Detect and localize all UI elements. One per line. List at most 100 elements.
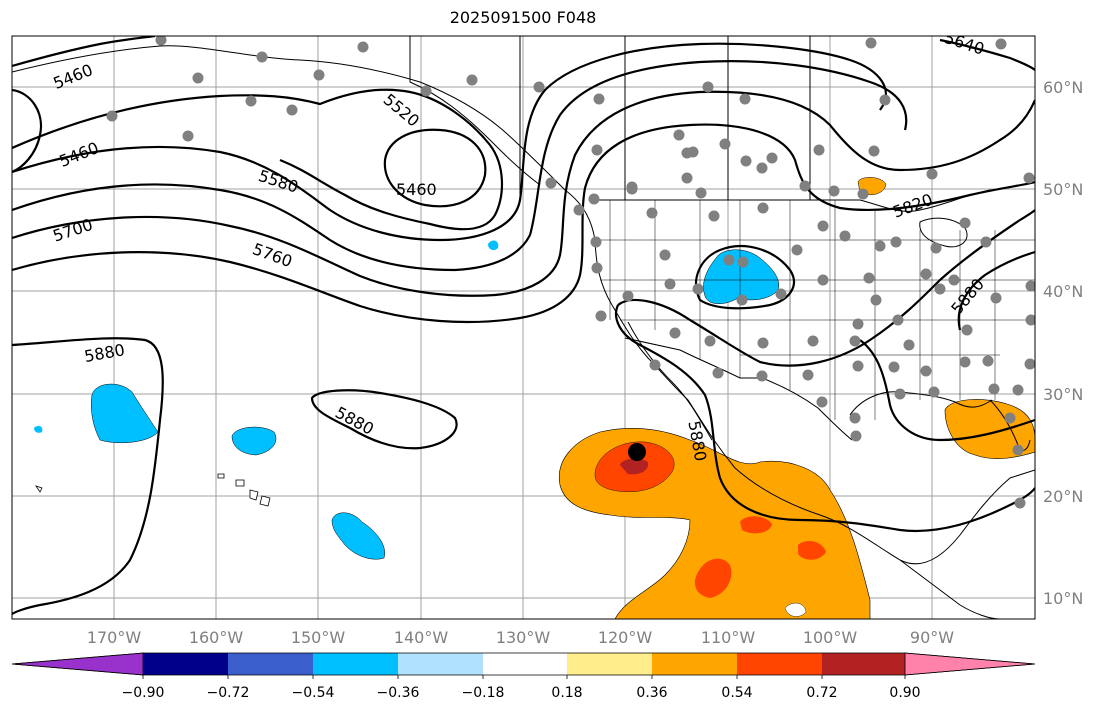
- station-marker: [646, 207, 658, 219]
- station-marker: [595, 310, 607, 322]
- station-marker: [850, 430, 862, 442]
- station-marker: [106, 110, 118, 122]
- north-america-coast: [12, 45, 1035, 565]
- colorbar-tick-label: −0.36: [377, 685, 420, 701]
- lat-label-10n: 10°N: [1043, 589, 1083, 608]
- station-marker: [192, 72, 204, 84]
- station-marker: [802, 369, 814, 381]
- station-marker: [719, 138, 731, 150]
- station-marker: [673, 129, 685, 141]
- station-marker: [791, 244, 803, 256]
- station-marker: [466, 74, 478, 86]
- colorbar-tick-label: −0.54: [292, 685, 335, 701]
- station-marker: [756, 370, 768, 382]
- station-marker: [687, 146, 699, 158]
- contour-5460-north: [12, 36, 156, 68]
- contour-5820: [695, 245, 795, 310]
- negative-anomaly-small-1: [488, 240, 499, 251]
- station-marker: [588, 193, 600, 205]
- station-marker: [757, 337, 769, 349]
- station-marker: [903, 339, 915, 351]
- contour-5640: [12, 38, 1035, 272]
- station-marker: [828, 185, 840, 197]
- station-marker: [961, 324, 973, 336]
- station-marker: [545, 177, 557, 189]
- colorbar-tick-label: −0.18: [462, 685, 505, 701]
- station-marker: [863, 272, 875, 284]
- colorbar-segment: [228, 653, 314, 675]
- colorbar-tick-label: −0.90: [122, 685, 165, 701]
- colorbar-tick-label: 0.36: [636, 685, 667, 701]
- colorbar-ticks: [142, 675, 906, 679]
- lon-axis: 170°W 160°W 150°W 140°W 130°W 120°W 110°…: [87, 628, 954, 647]
- station-marker: [1025, 314, 1035, 326]
- station-marker: [1012, 384, 1024, 396]
- contour-5760: [12, 123, 1035, 324]
- station-marker: [928, 386, 940, 398]
- contour-5460-low: [383, 128, 487, 208]
- colorbar-extend-left: [11, 652, 144, 676]
- station-marker: [681, 172, 693, 184]
- negative-anomaly-area-2: [231, 426, 277, 456]
- station-marker: [737, 256, 749, 268]
- colorbar-tick-label: 0.90: [889, 685, 920, 701]
- station-marker: [894, 388, 906, 400]
- station-marker: [948, 274, 960, 286]
- negative-anomaly-area-rockies: [703, 249, 780, 304]
- station-marker: [740, 155, 752, 167]
- station-marker: [849, 335, 861, 347]
- lon-label-170w: 170°W: [87, 628, 142, 647]
- contour-5880-closed: [310, 389, 458, 450]
- lat-label-30n: 30°N: [1043, 385, 1083, 404]
- station-marker: [995, 38, 1007, 50]
- station-marker: [286, 104, 298, 116]
- lon-label-110w: 110°W: [701, 628, 756, 647]
- station-marker: [357, 41, 369, 53]
- station-marker: [892, 314, 904, 326]
- station-marker: [1024, 358, 1035, 370]
- contour-5580: [12, 42, 887, 242]
- station-marker: [817, 220, 829, 232]
- station-marker: [990, 292, 1002, 304]
- lat-label-40n: 40°N: [1043, 282, 1083, 301]
- lon-label-160w: 160°W: [189, 628, 244, 647]
- station-marker: [813, 144, 825, 156]
- station-marker: [980, 236, 992, 248]
- station-marker: [704, 335, 716, 347]
- station-marker: [959, 356, 971, 368]
- station-marker: [1025, 280, 1035, 292]
- target-location-marker: [628, 443, 646, 461]
- station-marker: [1023, 172, 1035, 184]
- colorbar-segment: [652, 653, 738, 675]
- station-marker: [874, 240, 886, 252]
- station-marker: [926, 168, 938, 180]
- station-marker: [593, 93, 605, 105]
- us-mexico-border: [624, 337, 853, 441]
- station-marker: [766, 152, 778, 164]
- lon-label-100w: 100°W: [803, 628, 858, 647]
- colorbar-tick-label: 0.18: [551, 685, 582, 701]
- station-marker: [775, 288, 787, 300]
- colorbar-tick-label: 0.54: [721, 685, 752, 701]
- canada-provinces: [519, 36, 811, 200]
- contour-5700: [12, 90, 1035, 297]
- station-marker: [420, 85, 432, 97]
- station-marker: [712, 367, 724, 379]
- anomaly-patch-south-2: [798, 540, 826, 560]
- station-marker: [868, 145, 880, 157]
- lat-label-60n: 60°N: [1043, 78, 1083, 97]
- negative-anomaly-shading: [34, 240, 780, 560]
- gulf-coast: [849, 391, 993, 416]
- colorbar-segment: [398, 653, 484, 675]
- colorbar: −0.90 −0.72 −0.54 −0.36 −0.18 0.18 0.36 …: [11, 652, 1036, 701]
- station-marker: [659, 249, 671, 261]
- station-marker: [739, 93, 751, 105]
- station-marker: [959, 217, 971, 229]
- station-marker: [649, 359, 661, 371]
- colorbar-segment: [822, 653, 906, 675]
- contour-5880-east: [957, 250, 1035, 331]
- station-marker: [865, 37, 877, 49]
- colorbar-tick-label: 0.72: [806, 685, 837, 701]
- anomaly-shading: [558, 177, 1035, 619]
